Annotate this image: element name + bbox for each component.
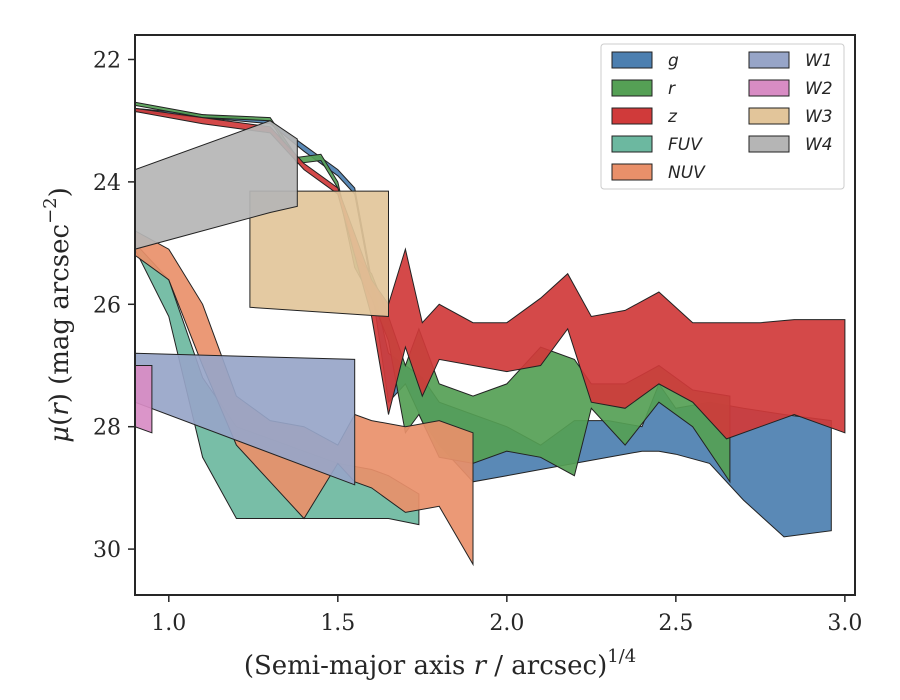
legend-swatch-z xyxy=(611,107,653,125)
legend-swatch-fuv xyxy=(611,135,653,153)
y-axis-title: μ(r) (mag arcsec−2) xyxy=(40,187,75,443)
series-layer xyxy=(135,101,846,567)
y-axis: 22 24 26 28 30 xyxy=(93,48,135,563)
y-tick-label: 24 xyxy=(93,171,121,196)
legend-swatch-nuv xyxy=(611,163,653,181)
x-tick-label: 3.0 xyxy=(827,611,862,636)
legend-swatch-w2 xyxy=(748,79,790,97)
y-tick-label: 28 xyxy=(93,416,121,441)
legend-label-z: z xyxy=(667,107,678,127)
series-band-w1 xyxy=(135,352,356,486)
x-tick-label: 1.0 xyxy=(151,611,186,636)
legend-label-g: g xyxy=(668,51,679,71)
x-axis: 1.0 1.5 2.0 2.5 3.0 xyxy=(151,595,862,636)
legend-label-r: r xyxy=(668,79,676,99)
x-tick-label: 2.0 xyxy=(489,611,524,636)
legend-label-w2: W2 xyxy=(805,79,833,99)
legend-swatch-w4 xyxy=(748,135,790,153)
series-band-z xyxy=(135,107,846,440)
y-tick-label: 26 xyxy=(93,293,121,318)
legend-label-fuv: FUV xyxy=(668,135,703,155)
y-tick-label: 22 xyxy=(93,48,121,73)
legend-label-nuv: NUV xyxy=(668,163,706,183)
legend-label-w1: W1 xyxy=(805,51,833,71)
x-tick-label: 2.5 xyxy=(658,611,693,636)
series-band-w2 xyxy=(135,365,153,434)
legend-swatch-g xyxy=(611,51,653,69)
legend-swatch-r xyxy=(611,79,653,97)
legend-swatch-w1 xyxy=(748,51,790,69)
series-band-w3 xyxy=(249,190,389,318)
legend: grz FUV NUV W1 W2 W3 W4 xyxy=(600,43,845,190)
plot-frame xyxy=(134,34,856,596)
legend-label-w3: W3 xyxy=(805,107,833,127)
legend-swatch-w3 xyxy=(748,107,790,125)
legend-label-w4: W4 xyxy=(805,135,833,155)
y-tick-label: 30 xyxy=(93,538,121,563)
series-band-w4 xyxy=(135,120,298,250)
x-axis-title: (Semi-major axis r / arcsec)1/4 xyxy=(244,646,636,681)
x-tick-label: 1.5 xyxy=(320,611,355,636)
